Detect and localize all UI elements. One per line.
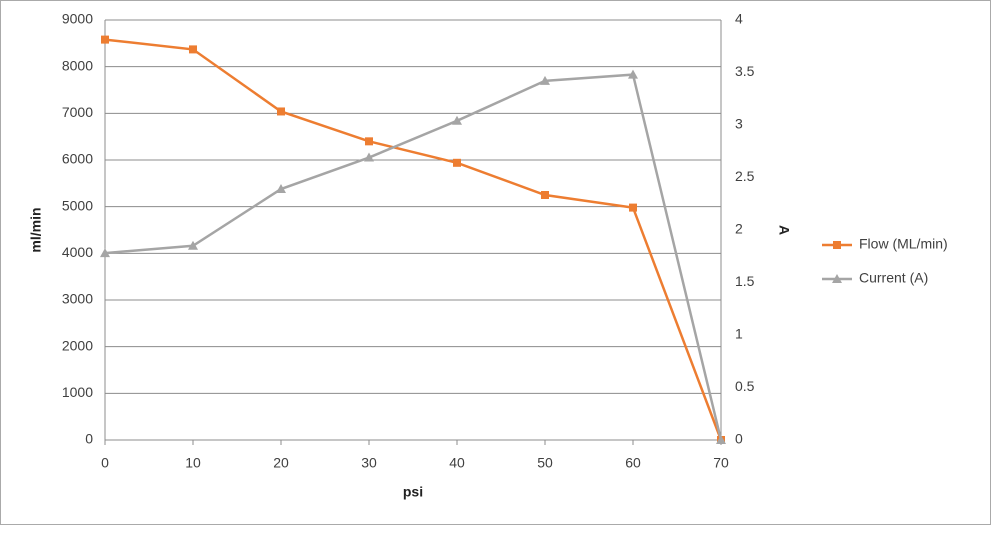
marker	[277, 107, 285, 116]
marker	[716, 435, 726, 444]
y-tick-label: 5000	[62, 197, 93, 213]
y2-tick-label: 2.5	[735, 168, 755, 184]
y-tick-label: 2000	[62, 337, 93, 353]
series-line	[104, 38, 723, 441]
y2-axis-title: A	[776, 225, 792, 235]
x-tick-label: 50	[537, 455, 553, 471]
y2-tick-label: 3.5	[735, 63, 755, 79]
marker	[188, 240, 198, 250]
y2-tick-label: 2	[735, 221, 743, 237]
y-axis-title: ml/min	[28, 207, 44, 252]
marker	[364, 152, 374, 162]
marker	[453, 158, 461, 167]
legend-marker	[833, 241, 841, 249]
chart-frame	[0, 0, 991, 525]
x-tick-label: 60	[625, 455, 641, 471]
marker	[629, 203, 637, 212]
marker	[628, 69, 638, 79]
y2-tick-label: 4	[735, 11, 743, 27]
y-tick-label: 7000	[62, 104, 93, 120]
y2-tick-label: 0	[735, 431, 743, 447]
y-tick-label: 9000	[62, 11, 93, 27]
marker	[541, 191, 549, 199]
x-tick-label: 0	[101, 455, 109, 471]
y2-tick-label: 3	[735, 116, 743, 132]
y-tick-label: 3000	[62, 291, 93, 307]
legend-label: Flow (ML/min)	[859, 236, 948, 252]
y-tick-label: 6000	[62, 151, 93, 167]
x-tick-label: 10	[185, 455, 201, 471]
y2-tick-label: 0.5	[735, 378, 755, 394]
series-line	[104, 73, 723, 441]
y2-tick-label: 1.5	[735, 273, 755, 289]
marker	[189, 45, 197, 54]
y-tick-label: 4000	[62, 244, 93, 260]
y2-tick-label: 1	[735, 326, 743, 342]
marker	[276, 184, 286, 194]
legend-label: Current (A)	[859, 270, 928, 286]
x-tick-label: 40	[449, 455, 465, 471]
x-tick-label: 20	[273, 455, 289, 471]
y-tick-label: 8000	[62, 57, 93, 73]
x-tick-label: 30	[361, 455, 377, 471]
x-axis-title: psi	[403, 484, 423, 500]
y-tick-label: 1000	[62, 384, 93, 400]
marker	[100, 248, 110, 258]
marker	[452, 115, 462, 125]
marker	[540, 75, 550, 85]
x-tick-label: 70	[713, 455, 729, 471]
marker	[365, 137, 373, 146]
legend-marker	[832, 274, 842, 283]
marker	[101, 35, 109, 44]
y-tick-label: 0	[85, 431, 93, 447]
